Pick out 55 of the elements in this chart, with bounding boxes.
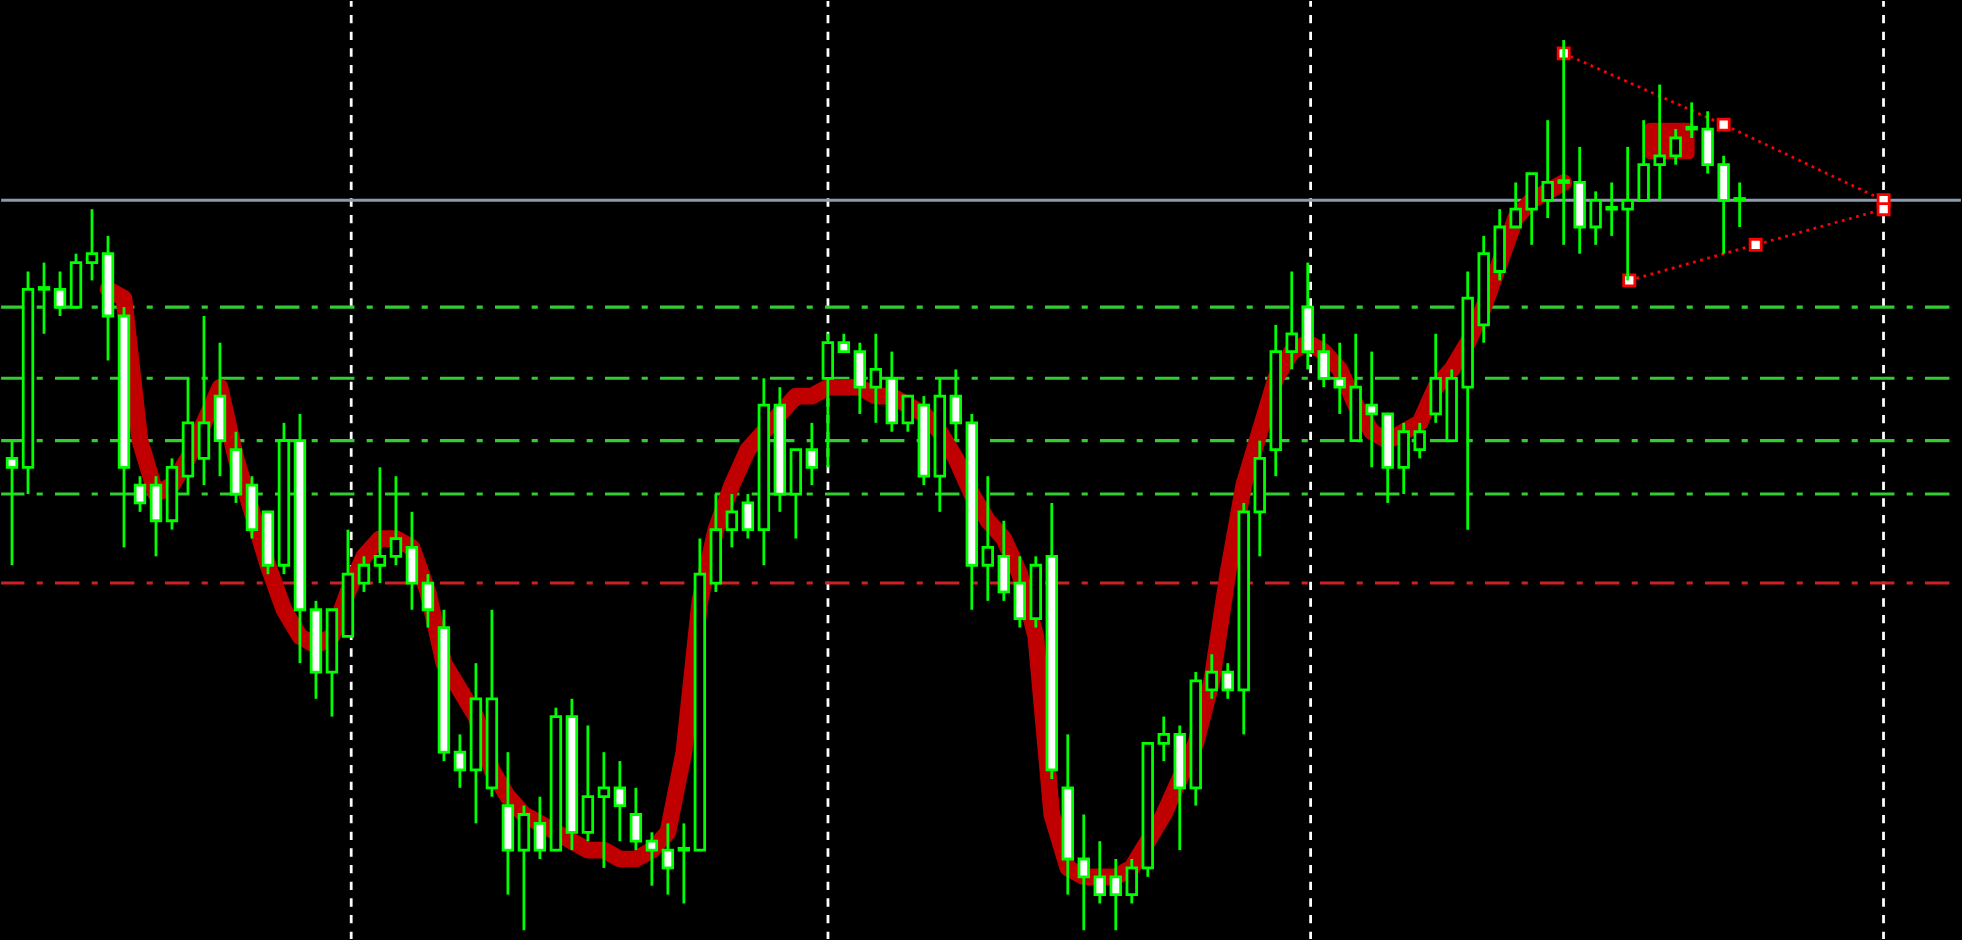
candlestick xyxy=(1077,813,1090,932)
candlestick xyxy=(1221,661,1234,701)
candlestick xyxy=(613,759,627,843)
candlestick xyxy=(789,448,803,540)
candlestick xyxy=(149,474,163,558)
candlestick xyxy=(981,474,994,603)
candlestick xyxy=(869,332,883,425)
candlestick xyxy=(1205,652,1218,701)
candlestick xyxy=(69,252,83,309)
candlestick xyxy=(677,822,691,905)
candlestick xyxy=(885,350,899,434)
candlestick xyxy=(517,804,531,932)
candlestick xyxy=(821,332,835,469)
candlestick xyxy=(901,394,914,434)
candlestick xyxy=(453,732,467,790)
candlestick xyxy=(373,465,387,585)
candlestick xyxy=(1493,207,1506,282)
candlestick xyxy=(405,510,419,612)
candlestick xyxy=(949,368,962,443)
candlestick xyxy=(389,474,403,567)
candlestick xyxy=(37,261,51,336)
candlestick xyxy=(197,314,211,487)
candlestick xyxy=(133,474,147,514)
candlestick xyxy=(1109,857,1122,932)
candlestick xyxy=(805,421,819,487)
candlestick xyxy=(1157,715,1170,763)
candlestick xyxy=(213,341,227,478)
candlestick xyxy=(725,492,739,549)
candlestick xyxy=(1429,332,1442,425)
candlestick xyxy=(1333,341,1346,416)
candlestick xyxy=(5,439,19,567)
candlestick xyxy=(581,724,595,843)
candlestick xyxy=(853,341,867,416)
candlestick xyxy=(501,750,515,896)
candlestick xyxy=(1413,421,1426,460)
candlestick xyxy=(533,795,547,861)
candlestick xyxy=(597,750,611,870)
candlestick xyxy=(1365,350,1378,469)
candlestick xyxy=(1013,554,1026,629)
candlestick xyxy=(741,492,755,540)
candlestick xyxy=(245,474,259,540)
candlestick xyxy=(1093,839,1106,905)
candlestick xyxy=(629,786,643,852)
candlestick xyxy=(1285,270,1298,371)
candlestick xyxy=(1125,857,1138,905)
candlestick xyxy=(661,822,675,896)
candlestick xyxy=(997,519,1010,603)
candlestick xyxy=(357,554,371,594)
candlestick xyxy=(1317,332,1330,389)
candlestick xyxy=(421,572,435,629)
candlestick xyxy=(85,207,99,282)
candlestick xyxy=(53,270,67,318)
candlestick xyxy=(645,830,659,888)
candlestick xyxy=(229,430,243,505)
candlestick xyxy=(1397,421,1410,496)
